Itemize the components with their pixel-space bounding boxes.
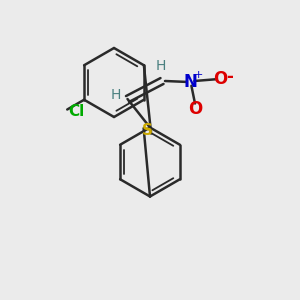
Text: H: H bbox=[155, 59, 166, 73]
Text: O: O bbox=[213, 70, 228, 88]
Text: H: H bbox=[111, 88, 121, 102]
Text: Cl: Cl bbox=[68, 103, 84, 118]
Text: N: N bbox=[184, 73, 197, 91]
Text: S: S bbox=[141, 123, 152, 138]
Text: -: - bbox=[226, 68, 233, 85]
Text: O: O bbox=[188, 100, 202, 118]
Text: +: + bbox=[193, 70, 203, 80]
